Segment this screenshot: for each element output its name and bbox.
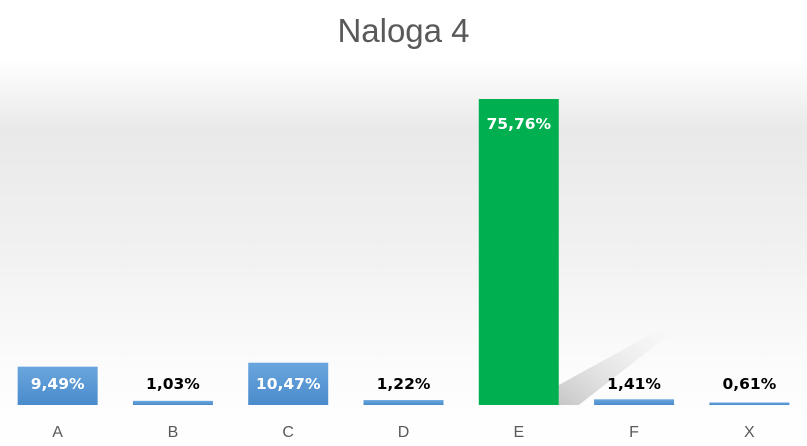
data-label-e: 75,76% [487, 115, 552, 133]
x-tick-f: F [629, 424, 639, 441]
chart-title: Naloga 4 [337, 12, 470, 49]
x-tick-c: C [282, 424, 294, 441]
data-label-c: 10,47% [256, 375, 321, 393]
data-label-x: 0,61% [722, 375, 776, 393]
bar-x [709, 402, 790, 405]
bar-d [363, 400, 444, 405]
x-tick-a: A [52, 424, 63, 441]
x-tick-x: X [744, 424, 755, 441]
bar-shadow [558, 330, 669, 405]
data-label-d: 1,22% [377, 375, 431, 393]
x-tick-d: D [398, 424, 410, 441]
bar-c [248, 362, 329, 405]
x-tick-e: E [513, 424, 524, 441]
data-label-b: 1,03% [146, 375, 200, 393]
x-tick-b: B [168, 424, 179, 441]
data-label-f: 1,41% [607, 375, 661, 393]
bar-a [17, 366, 98, 405]
bar-b [132, 400, 213, 405]
data-label-a: 9,49% [31, 375, 85, 393]
bar-f [594, 399, 675, 405]
bar-e [478, 99, 559, 405]
